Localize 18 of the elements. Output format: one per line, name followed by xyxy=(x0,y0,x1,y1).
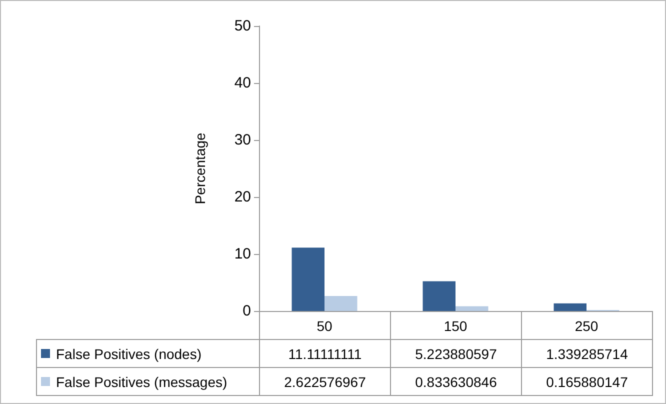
y-tick-label: 0 xyxy=(242,302,251,320)
y-tick-label: 30 xyxy=(234,132,251,148)
data-label: 1.339285714 xyxy=(521,339,653,368)
y-tick-label: 50 xyxy=(234,18,251,34)
data-label: 0.165880147 xyxy=(521,367,653,396)
y-axis-title: Percentage xyxy=(192,132,208,204)
x-tick-label: 50 xyxy=(316,318,332,334)
data-label: 2.622576967 xyxy=(259,367,391,396)
y-tick-label: 10 xyxy=(234,246,251,262)
y-tick-label: 20 xyxy=(234,188,251,206)
legend-label: False Positives (messages) xyxy=(36,367,260,396)
x-tick-label: 250 xyxy=(574,318,598,334)
legend-label: False Positives (nodes) xyxy=(36,339,260,368)
x-tick-label: 150 xyxy=(444,318,468,334)
data-label: 11.11111111 xyxy=(259,339,391,368)
y-tick-label: 40 xyxy=(234,74,251,92)
data-label: 0.833630846 xyxy=(390,367,522,396)
data-label: 5.223880597 xyxy=(390,339,522,368)
